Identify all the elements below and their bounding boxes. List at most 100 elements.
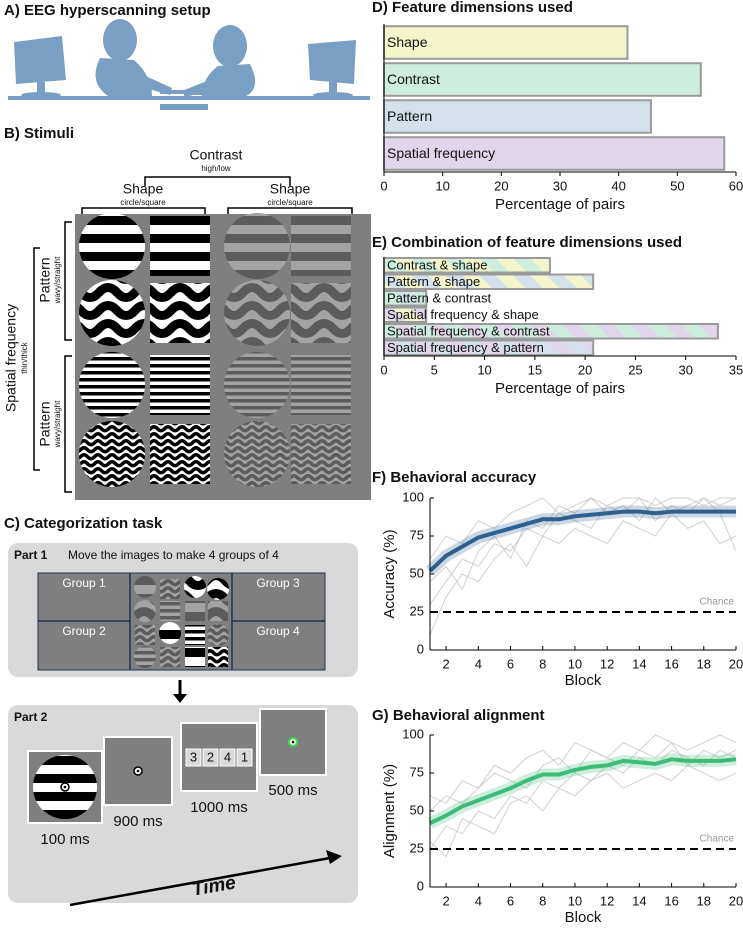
x-axis-label: Block	[565, 672, 602, 689]
group-label: Group 1	[62, 576, 106, 590]
category-label: Contrast & shape	[387, 258, 487, 273]
individual-line	[429, 734, 737, 805]
digit: 3	[190, 749, 197, 764]
panel-title: A) EEG hyperscanning setup	[4, 2, 211, 19]
duration: 1000 ms	[190, 799, 248, 816]
stimulus	[291, 424, 351, 484]
thumbnail	[185, 647, 205, 667]
chart-title: E) Combination of feature dimensions use…	[372, 234, 682, 251]
stimulus	[150, 216, 210, 276]
category-label: Shape	[387, 34, 428, 50]
x-tick-label: 8	[539, 893, 546, 908]
mean-line	[429, 757, 737, 825]
x-tick-label: 12	[600, 893, 614, 908]
individual-line	[429, 512, 737, 635]
category-label: Pattern & contrast	[387, 291, 491, 306]
bracket	[64, 355, 72, 493]
duration: 900 ms	[113, 813, 162, 830]
thumbnail	[185, 625, 205, 645]
x-tick-label: 50	[670, 178, 684, 193]
charts: D) Feature dimensions used Shape Contrast P…	[372, 0, 743, 926]
category-label: Pattern	[387, 108, 432, 124]
factor-label: Pattern	[37, 257, 53, 302]
thumbnail	[208, 647, 228, 667]
y-tick-label: 100	[402, 726, 424, 741]
digit-box	[219, 748, 236, 767]
x-tick-label: 10	[568, 893, 582, 908]
instruction: Move the images to make 4 groups of 4	[68, 548, 279, 562]
factor-label: Shape	[123, 181, 164, 197]
factor-label: Spatial frequency	[3, 304, 19, 412]
panel-title: C) Categorization task	[4, 515, 163, 532]
x-axis-label: Block	[565, 909, 602, 926]
y-tick-label: 0	[417, 641, 424, 656]
thumbnail	[134, 576, 156, 598]
thumbnail	[134, 600, 156, 622]
factor-label: Shape	[270, 181, 311, 197]
thumbnail	[159, 622, 181, 644]
y-tick-label: 0	[417, 878, 424, 893]
x-tick-label: 16	[664, 656, 678, 671]
y-tick-label: 100	[402, 489, 424, 504]
stimulus	[150, 424, 210, 484]
time-arrow	[69, 856, 331, 907]
x-tick-label: 20	[578, 362, 592, 377]
x-tick-label: 20	[729, 656, 743, 671]
x-axis-label: Percentage of pairs	[495, 196, 625, 213]
digit: 2	[207, 749, 214, 764]
x-tick-label: 4	[475, 656, 482, 671]
fixation	[63, 785, 67, 789]
factor-sub: circle/square	[267, 198, 313, 207]
y-tick-label: 50	[410, 565, 424, 580]
mean-line	[428, 509, 736, 573]
category-label: Pattern & shape	[387, 274, 480, 289]
thumbnail	[134, 646, 156, 668]
stimulus	[291, 216, 351, 276]
stimulus	[150, 355, 210, 415]
x-tick-label: 18	[697, 656, 711, 671]
x-tick-label: 2	[442, 893, 449, 908]
stimulus	[79, 421, 145, 487]
setup-illustration	[8, 19, 370, 110]
x-tick-label: 10	[477, 362, 491, 377]
part-label: Part 2	[14, 710, 48, 724]
thumbnail	[208, 601, 228, 621]
x-tick-label: 20	[729, 893, 743, 908]
thumbnail	[184, 576, 206, 598]
x-tick-label: 18	[697, 893, 711, 908]
thumbnail	[207, 624, 229, 646]
fixation	[291, 740, 295, 744]
category-label: Spatial frequency & pattern	[387, 340, 544, 355]
category-label: Spatial frequency	[387, 145, 495, 161]
category-label: Spatial frequency & contrast	[387, 324, 550, 339]
panel-title: B) Stimuli	[4, 125, 74, 142]
board-divider	[38, 573, 325, 670]
x-tick-label: 10	[435, 178, 449, 193]
chart-title: G) Behavioral alignment	[372, 707, 545, 724]
chance-label: Chance	[700, 597, 735, 608]
category-label: Contrast	[387, 71, 440, 87]
x-tick-label: 5	[431, 362, 438, 377]
thumbnail	[207, 578, 229, 600]
factor-sub: wavy/straight	[53, 400, 62, 448]
x-tick-label: 30	[553, 178, 567, 193]
stimulus	[291, 283, 351, 343]
digit: 4	[224, 749, 231, 764]
duration: 500 ms	[268, 782, 317, 799]
x-tick-label: 14	[632, 656, 646, 671]
y-tick-label: 25	[410, 840, 424, 855]
x-tick-label: 35	[729, 362, 743, 377]
y-tick-label: 75	[410, 764, 424, 779]
x-tick-label: 10	[568, 656, 582, 671]
x-tick-label: 60	[729, 178, 743, 193]
x-tick-label: 30	[678, 362, 692, 377]
x-tick-label: 15	[528, 362, 542, 377]
x-tick-label: 14	[632, 893, 646, 908]
x-tick-label: 8	[539, 656, 546, 671]
bracket	[227, 207, 353, 216]
y-tick-label: 50	[410, 802, 424, 817]
arrow-head	[326, 850, 342, 864]
stimulus	[79, 213, 145, 279]
stimulus-grid	[79, 213, 351, 487]
chart-title: D) Feature dimensions used	[372, 0, 573, 16]
